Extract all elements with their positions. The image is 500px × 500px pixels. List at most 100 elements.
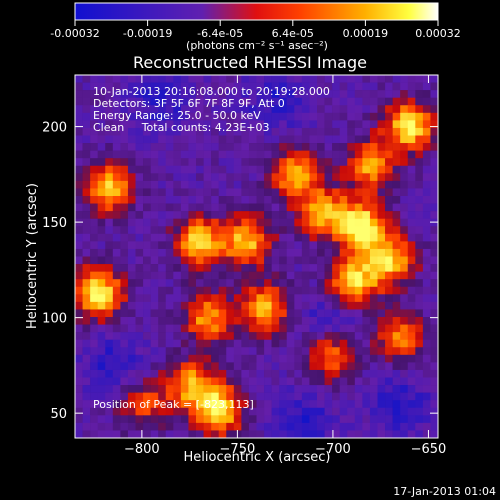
heatmap-cell — [407, 309, 416, 318]
heatmap-cell — [317, 271, 325, 280]
heatmap-cell — [165, 203, 174, 212]
heatmap-cell — [309, 135, 318, 144]
heatmap-cell — [90, 226, 98, 235]
heatmap-cell — [332, 317, 340, 325]
heatmap-cell — [135, 248, 144, 257]
heatmap-cell — [339, 90, 348, 98]
heatmap-cell — [135, 112, 144, 121]
heatmap-cell — [407, 339, 416, 348]
heatmap-cell — [286, 377, 295, 386]
heatmap-cell — [400, 309, 409, 318]
heatmap-cell — [105, 354, 114, 363]
heatmap-cell — [400, 120, 409, 129]
heatmap-cell — [248, 362, 257, 371]
heatmap-cell — [188, 362, 197, 371]
heatmap-cell — [90, 112, 98, 121]
heatmap-cell — [143, 120, 151, 129]
heatmap-cell — [233, 279, 242, 288]
heatmap-cell — [82, 127, 91, 136]
heatmap-cell — [120, 105, 129, 114]
heatmap-cell — [196, 188, 204, 197]
heatmap-cell — [248, 97, 257, 106]
heatmap-cell — [430, 271, 439, 280]
heatmap-cell — [339, 203, 348, 212]
heatmap-cell — [158, 422, 167, 431]
heatmap-cell — [392, 362, 401, 371]
heatmap-cell — [90, 271, 98, 280]
heatmap-cell — [377, 135, 386, 144]
heatmap-cell — [392, 332, 401, 340]
heatmap-cell — [369, 233, 378, 242]
heatmap-cell — [75, 294, 83, 303]
heatmap-cell — [127, 203, 136, 212]
heatmap-cell — [264, 332, 272, 340]
heatmap-cell — [82, 188, 91, 197]
heatmap-cell — [430, 150, 439, 159]
heatmap-cell — [354, 369, 363, 378]
heatmap-cell — [385, 354, 393, 363]
heatmap-cell — [226, 82, 235, 91]
heatmap-cell — [165, 415, 174, 424]
heatmap-cell — [158, 218, 167, 227]
heatmap-cell — [226, 256, 235, 265]
heatmap-cell — [264, 407, 272, 416]
heatmap-cell — [294, 233, 303, 242]
heatmap-cell — [286, 196, 295, 204]
heatmap-cell — [392, 256, 401, 265]
heatmap-cell — [211, 112, 219, 121]
heatmap-cell — [196, 407, 204, 416]
heatmap-cell — [180, 203, 189, 212]
heatmap-cell — [120, 430, 129, 439]
heatmap-cell — [112, 369, 121, 378]
heatmap-cell — [415, 385, 424, 393]
heatmap-cell — [256, 422, 265, 431]
heatmap-cell — [173, 279, 182, 288]
heatmap-cell — [105, 218, 114, 227]
heatmap-cell — [150, 82, 159, 91]
heatmap-cell — [173, 286, 182, 295]
heatmap-cell — [369, 271, 378, 280]
heatmap-cell — [317, 415, 325, 424]
heatmap-cell — [180, 415, 189, 424]
heatmap-cell — [165, 75, 174, 83]
heatmap-cell — [75, 97, 83, 106]
heatmap-cell — [75, 143, 83, 151]
heatmap-cell — [309, 150, 318, 159]
heatmap-cell — [188, 82, 197, 91]
heatmap-cell — [105, 173, 114, 182]
heatmap-cell — [90, 165, 98, 174]
heatmap-cell — [143, 218, 151, 227]
heatmap-cell — [385, 377, 393, 386]
heatmap-cell — [188, 415, 197, 424]
heatmap-cell — [135, 196, 144, 204]
heatmap-cell — [112, 165, 121, 174]
heatmap-cell — [286, 127, 295, 136]
heatmap-cell — [173, 196, 182, 204]
heatmap-cell — [226, 309, 235, 318]
heatmap-cell — [294, 248, 303, 257]
heatmap-cell — [400, 339, 409, 348]
heatmap-cell — [264, 120, 272, 129]
heatmap-cell — [211, 150, 219, 159]
heatmap-cell — [369, 301, 378, 310]
heatmap-cell — [248, 226, 257, 235]
heatmap-cell — [430, 127, 439, 136]
heatmap-cell — [317, 143, 325, 151]
heatmap-cell — [218, 127, 227, 136]
heatmap-cell — [180, 369, 189, 378]
heatmap-cell — [105, 203, 114, 212]
heatmap-cell — [422, 324, 431, 333]
heatmap-cell — [196, 264, 204, 272]
heatmap-cell — [173, 264, 182, 272]
heatmap-cell — [233, 317, 242, 325]
colorbar-tick-label: -0.00032 — [50, 27, 99, 40]
heatmap-cell — [309, 112, 318, 121]
heatmap-cell — [317, 407, 325, 416]
heatmap-cell — [430, 264, 439, 272]
heatmap-cell — [422, 233, 431, 242]
heatmap-cell — [407, 75, 416, 83]
heatmap-cell — [120, 309, 129, 318]
heatmap-cell — [400, 407, 409, 416]
heatmap-cell — [324, 165, 333, 174]
heatmap-cell — [143, 392, 151, 401]
